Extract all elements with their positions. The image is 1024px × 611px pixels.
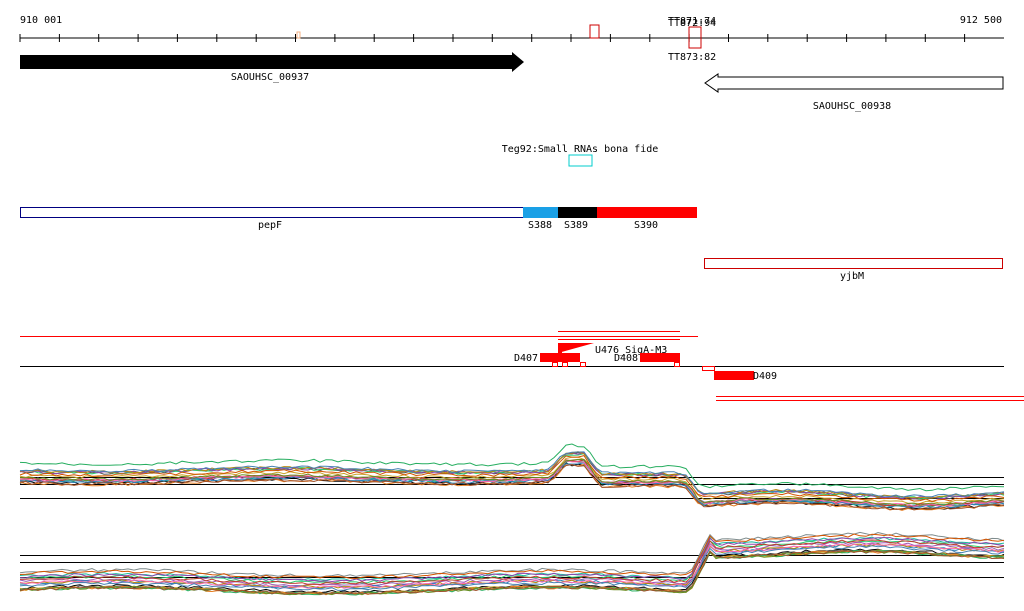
- expression-profile-line: [19, 539, 1005, 586]
- expression-profile-line: [19, 537, 1005, 583]
- segment-s389[interactable]: [558, 207, 597, 218]
- terminator-marker[interactable]: [589, 24, 600, 39]
- transcript-stub-2[interactable]: [562, 362, 568, 367]
- segment-pepf[interactable]: [20, 207, 524, 218]
- transcript-label-d407: D407: [514, 353, 538, 364]
- expression-profile-line: [19, 536, 1005, 582]
- transcript-d408[interactable]: [640, 353, 680, 362]
- expression-profile-line: [19, 443, 1005, 492]
- segment-label-s390: S390: [634, 220, 658, 231]
- gene-label-saouhsc-00938: SAOUHSC_00938: [813, 101, 891, 112]
- start-coordinate: 910 001: [20, 15, 62, 26]
- expression-profile-line: [19, 451, 1005, 499]
- expression-lower-track: [19, 531, 1005, 596]
- small-rna-teg92-box[interactable]: [568, 154, 593, 167]
- transcript-u476-bar[interactable]: [558, 343, 562, 353]
- expression-profile-line: [19, 462, 1005, 509]
- gene-label-saouhsc-00937: SAOUHSC_00937: [231, 72, 309, 83]
- segment-label-pepf: pepF: [258, 220, 282, 231]
- gene-arrow-saouhsc-00938[interactable]: [704, 73, 1004, 93]
- terminator-tt872-marker[interactable]: [688, 26, 702, 49]
- gene-track: SAOUHSC_00937 SAOUHSC_00938: [20, 52, 1004, 112]
- segment-s390[interactable]: [597, 207, 697, 218]
- yjbm-track: yjbM: [704, 258, 1003, 282]
- small-rna-track: Teg92:Small RNAs bona fide: [502, 144, 659, 167]
- end-coordinate: 912 500: [960, 15, 1002, 26]
- transcript-d407[interactable]: [540, 353, 580, 362]
- expression-lower-profiles: [19, 531, 1005, 596]
- expression-profile-line: [19, 550, 1005, 596]
- expression-upper-track: [19, 443, 1005, 511]
- terminator-label-tt873: TT873:82: [668, 52, 716, 63]
- small-rna-label: Teg92:Small RNAs bona fide: [502, 144, 659, 155]
- transcript-track: U476_SigA-M3 D407 D408 D409: [20, 331, 1024, 401]
- feature-yjbm[interactable]: [704, 258, 1003, 269]
- expression-profile-line: [19, 543, 1005, 589]
- transcript-label-d408: D408: [614, 353, 638, 364]
- expression-profile-line: [19, 455, 1005, 503]
- expression-upper-profiles: [19, 443, 1005, 511]
- operon-track: pepF S388 S389 S390: [20, 207, 697, 231]
- transcript-stub-1[interactable]: [552, 362, 558, 367]
- expression-profile-line: [19, 458, 1005, 507]
- terminator-marker-small[interactable]: [296, 31, 301, 39]
- expression-profile-line: [19, 460, 1005, 507]
- expression-profile-line: [19, 451, 1005, 498]
- transcript-u476-start[interactable]: [558, 343, 594, 353]
- terminator-track: TT871:74 TT872:94 TT873:82: [296, 16, 716, 63]
- transcript-stub-3[interactable]: [580, 362, 586, 367]
- ruler-ticks: [19, 34, 966, 42]
- expression-profile-line: [19, 550, 1005, 595]
- transcript-d409[interactable]: [714, 371, 754, 380]
- gene-arrow-saouhsc-00937[interactable]: [20, 52, 524, 72]
- expression-profile-line: [19, 452, 1005, 500]
- expression-profile-line: [19, 531, 1005, 578]
- transcript-stub-4[interactable]: [674, 362, 680, 367]
- expression-profile-line: [19, 533, 1005, 580]
- feature-label-yjbm: yjbM: [840, 271, 864, 282]
- segment-label-s389: S389: [564, 220, 588, 231]
- transcript-label-u476: U476_SigA-M3: [595, 345, 667, 356]
- expression-profile-line: [19, 463, 1005, 511]
- segment-label-s388: S388: [528, 220, 552, 231]
- expression-profile-line: [19, 545, 1005, 591]
- segment-s388[interactable]: [523, 207, 558, 218]
- transcript-stub-5[interactable]: [702, 366, 715, 371]
- expression-profile-line: [19, 452, 1005, 500]
- terminator-label-tt871: TT871:74: [668, 16, 716, 27]
- transcript-label-d409: D409: [753, 371, 777, 382]
- terminator-label-tt872: TT872:94: [668, 18, 716, 29]
- coordinate-ruler: 910 001 912 500: [19, 15, 1004, 42]
